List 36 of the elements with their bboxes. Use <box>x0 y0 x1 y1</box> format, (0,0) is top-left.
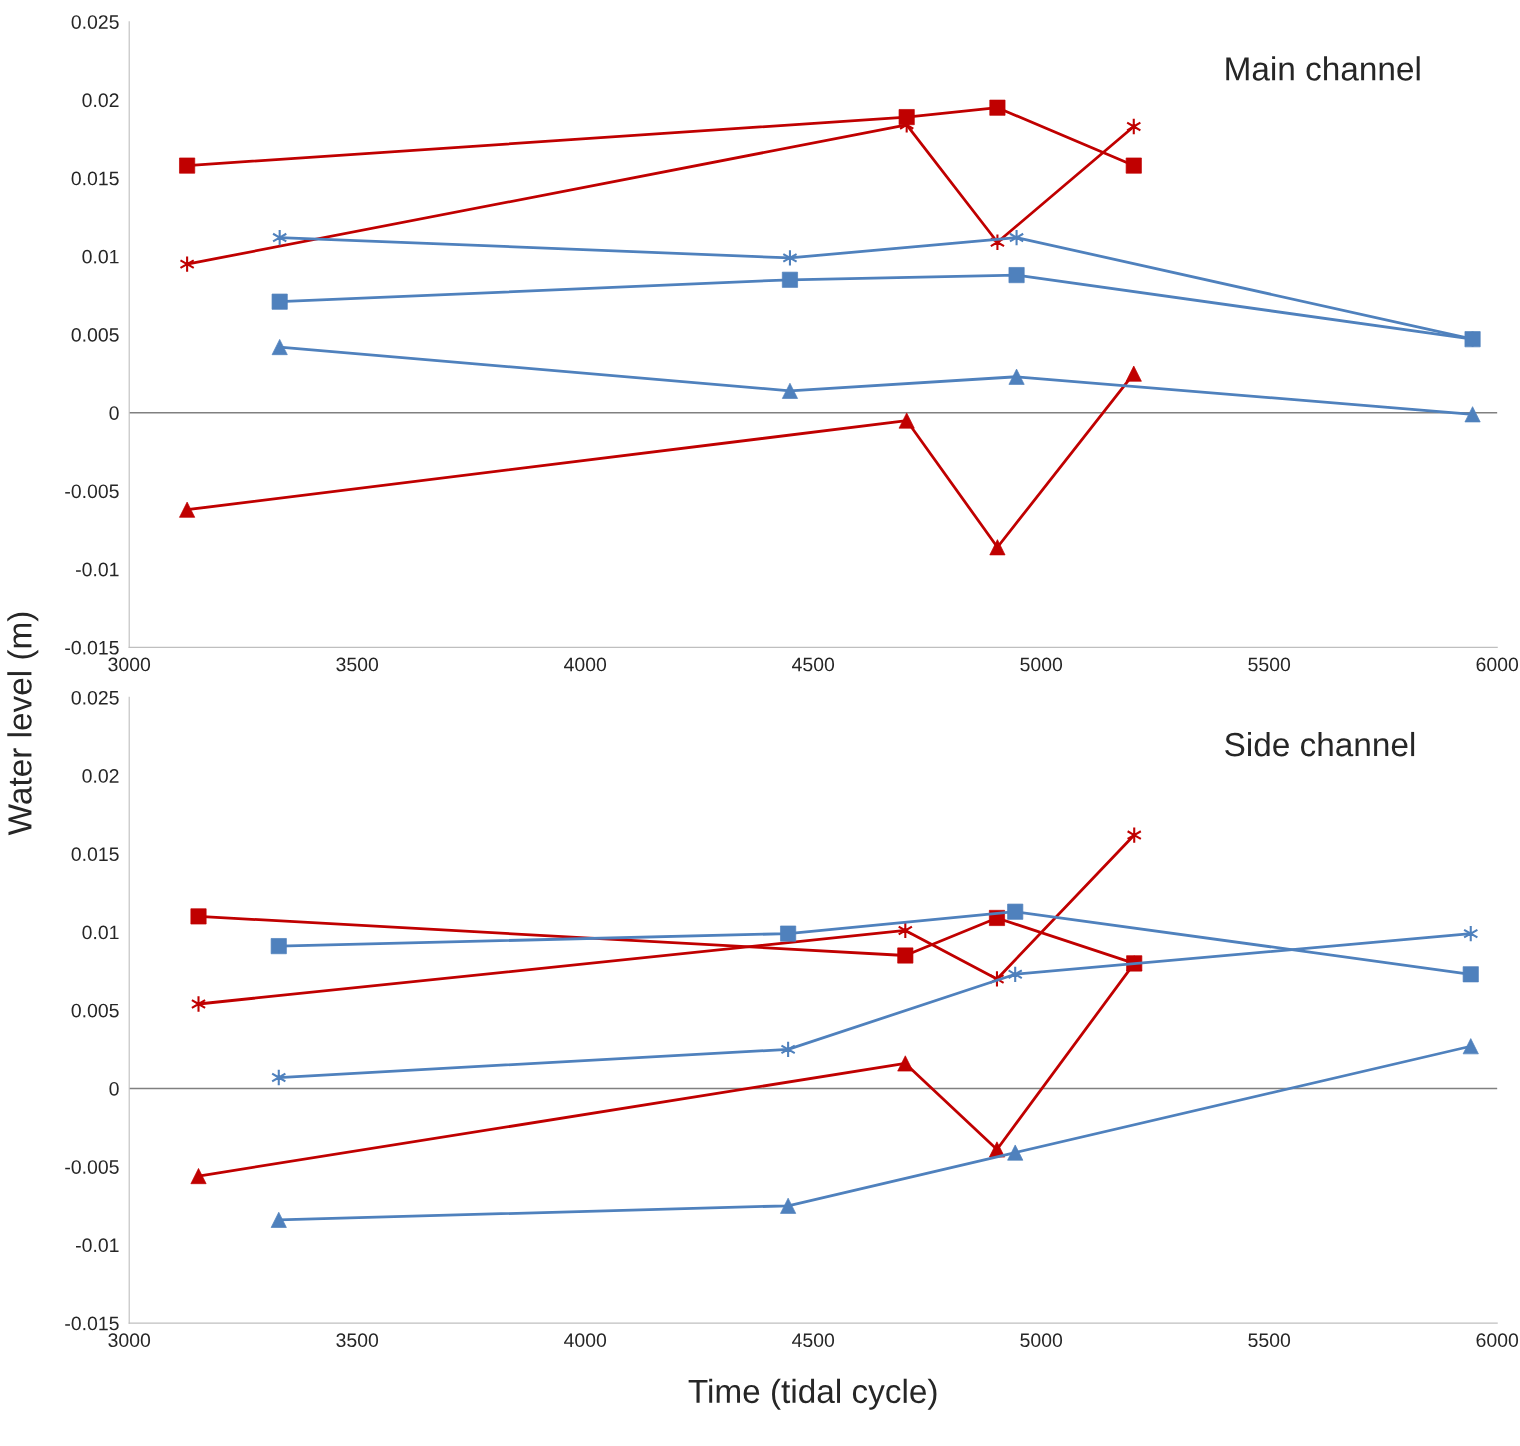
x-tick-label: 3500 <box>336 657 379 672</box>
x-tick-label: 3000 <box>108 657 151 672</box>
annotation: Main channel <box>1226 56 1420 81</box>
y-tick-label: -0.01 <box>76 1238 119 1253</box>
x-tick-label: 4000 <box>564 1333 607 1348</box>
y-tick-label: -0.005 <box>65 1160 119 1174</box>
y-tick-label: 0.005 <box>71 1003 119 1018</box>
y-tick-label: 0.015 <box>71 847 119 862</box>
x-tick-label: 4500 <box>792 657 835 672</box>
x-tick-label: 3000 <box>108 1333 151 1348</box>
annotation: Side channel <box>1225 731 1415 757</box>
y-tick-label: 0.005 <box>71 327 119 342</box>
y-tick-label: 0.01 <box>82 249 119 264</box>
x-tick-label: 5500 <box>1248 1333 1291 1348</box>
x-tick-label: 6000 <box>1476 657 1519 672</box>
y-tick-label: -0.01 <box>76 562 119 577</box>
x-tick-label: 5500 <box>1248 657 1291 672</box>
y-tick-label: 0 <box>109 406 119 420</box>
y-tick-label: 0.015 <box>71 171 119 186</box>
x-tick-label: 4500 <box>792 1333 835 1348</box>
x-tick-label: 5000 <box>1020 657 1063 672</box>
y-tick-label: 0.025 <box>71 15 119 29</box>
x-axis-title: Time (tidal cycle) <box>688 1378 937 1410</box>
x-tick-label: 6000 <box>1476 1333 1519 1348</box>
y-tick-label: 0.025 <box>71 690 119 705</box>
x-tick-label: 5000 <box>1020 1333 1063 1348</box>
y-tick-label: -0.015 <box>65 640 119 655</box>
x-tick-label: 4000 <box>564 657 607 672</box>
y-tick-label: 0.02 <box>82 769 119 783</box>
y-tick-label: 0.01 <box>82 925 119 940</box>
y-axis-title: Water level (m) <box>7 612 39 836</box>
y-tick-label: -0.005 <box>65 484 119 499</box>
x-tick-label: 3500 <box>336 1333 379 1348</box>
y-tick-label: -0.015 <box>65 1316 119 1331</box>
y-tick-label: 0.02 <box>82 93 119 108</box>
y-tick-label: 0 <box>109 1081 119 1096</box>
